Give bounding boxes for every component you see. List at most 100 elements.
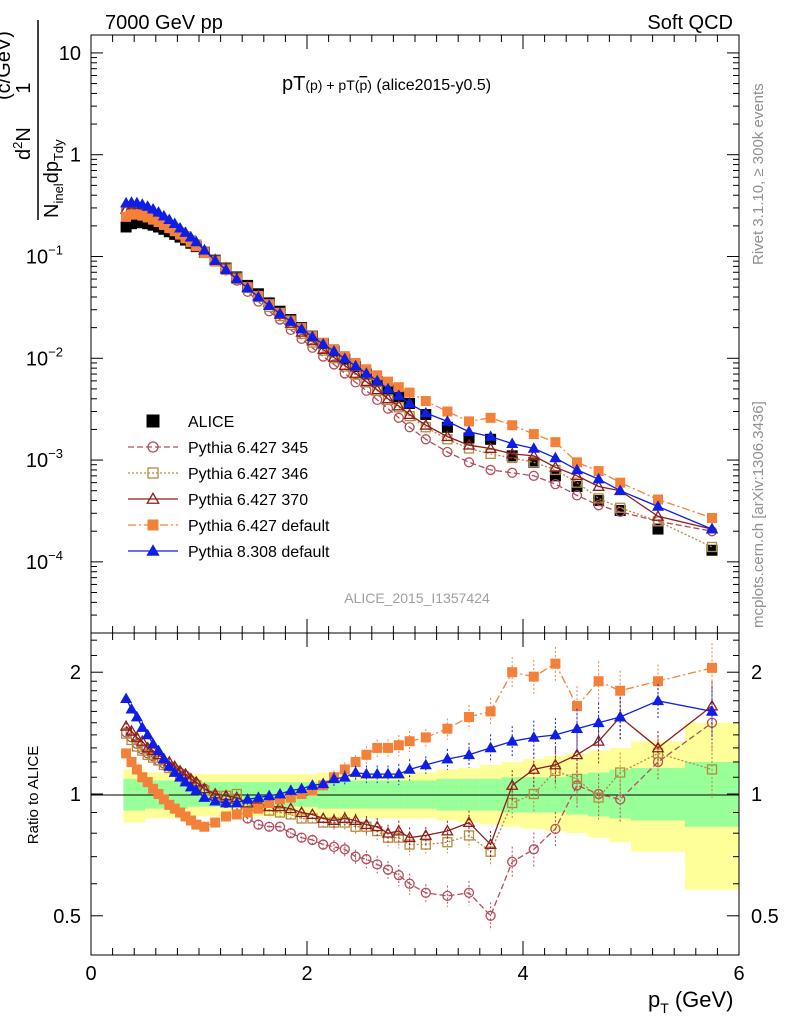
main-point-pythia-6-427-370	[360, 375, 373, 387]
legend-entry-pythia-6-427-346: Pythia 6.427 346	[128, 466, 308, 483]
main-point-pythia-8-308-default	[163, 213, 176, 225]
ratio-point-pythia-8-308-default	[141, 728, 154, 740]
ratio-point-pythia-8-308-default	[152, 744, 165, 755]
main-point-pythia-8-308-default	[273, 307, 287, 318]
ratio-point-pythia-6-427-370	[570, 748, 584, 760]
main-ytick-label: 10−3	[26, 446, 63, 472]
main-ytick-exp: −1	[48, 242, 63, 257]
ratio-point-pythia-8-308-default	[130, 710, 143, 722]
main-point-pythia-8-308-default	[284, 315, 297, 326]
title-close: )	[367, 77, 372, 93]
main-point-pythia-8-308-default	[651, 500, 665, 511]
ratio-point-pythia-6-427-345	[339, 844, 350, 855]
main-point-pythia-6-427-345	[382, 403, 394, 414]
x-tick-label: 2	[301, 963, 312, 985]
ratio-point-pythia-6-427-370	[370, 820, 384, 832]
main-point-pythia-8-308-default	[441, 415, 454, 426]
ratio-point-pythia-6-427-default	[361, 749, 372, 760]
ratio-point-pythia-6-427-default	[221, 811, 231, 822]
ratio-point-pythia-6-427-346	[706, 764, 718, 775]
main-ytick-label: 10−4	[26, 548, 63, 574]
ratio-point-pythia-6-427-345	[350, 851, 361, 862]
ratio-line-pythia-6-427-345	[125, 722, 713, 917]
main-point-pythia-8-308-default	[360, 367, 373, 378]
legend-marker	[146, 414, 160, 428]
main-point-pythia-6-427-345	[571, 490, 583, 501]
ratio-series-group	[119, 643, 719, 931]
main-ytick-base: 10	[26, 348, 48, 370]
ratio-ytick-label: 1	[70, 784, 81, 806]
main-ytick-exp: −2	[48, 344, 63, 359]
svg-text:d2N: d2N	[10, 127, 35, 160]
ratio-point-pythia-8-308-default	[441, 752, 454, 764]
main-point-pythia-6-427-346	[382, 394, 394, 406]
ratio-point-pythia-6-427-default	[485, 706, 496, 717]
main-point-pythia-6-427-370	[484, 441, 497, 453]
legend-marker	[146, 544, 160, 556]
main-point-pythia-6-427-346	[485, 448, 496, 460]
main-point-pythia-8-308-default	[484, 430, 497, 441]
ratio-point-pythia-8-308-default	[190, 784, 203, 795]
main-point-pythia-8-308-default	[371, 374, 384, 386]
ratio-line-pythia-6-427-default	[125, 662, 713, 828]
ratio-point-pythia-6-427-370	[527, 762, 541, 774]
main-point-pythia-8-308-default	[157, 209, 170, 221]
main-point-pythia-8-308-default	[549, 451, 562, 463]
ratio-point-pythia-6-427-370	[136, 734, 149, 746]
ratio-point-pythia-6-427-345	[285, 828, 296, 839]
ratio-point-pythia-6-427-345	[264, 821, 275, 832]
svg-text:NineldpTdy: NineldpTdy	[41, 139, 66, 218]
ratio-point-pythia-6-427-370	[360, 818, 373, 830]
ratio-point-pythia-6-427-370	[338, 811, 352, 823]
ratio-point-pythia-6-427-345	[507, 856, 518, 867]
ratio-point-pythia-8-308-default	[614, 710, 627, 722]
ratio-point-pythia-6-427-345	[393, 870, 404, 881]
main-point-pythia-8-308-default	[506, 437, 519, 448]
main-point-pythia-6-427-345	[328, 359, 340, 370]
ratio-point-pythia-6-427-345	[296, 832, 307, 843]
ratio-point-pythia-8-308-default	[179, 775, 192, 787]
ratio-point-pythia-6-427-default	[210, 817, 221, 828]
main-point-pythia-8-308-default	[592, 472, 605, 484]
legend-label: Pythia 8.308 default	[188, 544, 330, 561]
x-axis-label: pT (GeV)	[648, 987, 734, 1016]
main-point-pythia-8-308-default	[570, 463, 584, 475]
main-point-pythia-6-427-345	[393, 412, 404, 423]
main-point-pythia-6-427-345	[593, 500, 604, 511]
main-point-pythia-8-308-default	[184, 230, 197, 242]
ratio-point-pythia-8-308-default	[174, 771, 187, 782]
main-point-pythia-6-427-346	[393, 402, 404, 413]
main-point-pythia-6-427-370	[403, 408, 416, 420]
ratio-point-pythia-6-427-346	[593, 792, 604, 803]
main-point-pythia-6-427-370	[327, 350, 341, 362]
main-point-pythia-6-427-345	[420, 434, 431, 445]
ratio-point-pythia-6-427-370	[125, 724, 138, 736]
main-point-pythia-8-308-default	[198, 244, 211, 255]
ratio-point-pythia-8-308-default	[263, 789, 276, 801]
main-point-pythia-8-308-default	[614, 484, 627, 496]
ratio-point-pythia-8-308-default	[125, 703, 138, 714]
ratio-point-pythia-8-308-default	[419, 758, 432, 770]
main-point-pythia-6-427-345	[463, 457, 475, 468]
main-ytick-label: 10−2	[26, 344, 63, 370]
main-point-pythia-8-308-default	[147, 202, 160, 214]
ratio-point-pythia-6-427-default	[528, 671, 539, 682]
main-ytick-base: 10	[26, 246, 48, 268]
ratio-point-pythia-6-427-345	[420, 887, 431, 898]
ratio-point-pythia-8-308-default	[241, 793, 254, 804]
mcplots-label: mcplots.cern.ch [arXiv:1306.3436]	[750, 401, 767, 628]
x-tick-labels: 0 2 4 6	[85, 963, 744, 985]
ratio-point-pythia-6-427-346	[285, 809, 296, 820]
ratio-point-pythia-6-427-345	[615, 794, 626, 805]
ylabel-N-bottom: N	[41, 204, 63, 218]
ratio-point-pythia-6-427-default	[126, 756, 137, 767]
main-point-pythia-6-427-370	[370, 383, 384, 395]
main-point-pythia-6-427-370	[549, 460, 562, 472]
legend-entry-alice: ALICE	[146, 414, 234, 431]
ratio-point-pythia-6-427-346	[528, 788, 539, 800]
ratio-point-pythia-6-427-345	[307, 834, 318, 846]
main-point-pythia-6-427-default	[420, 396, 431, 407]
main-point-pythia-6-427-default	[507, 420, 518, 431]
ratio-point-pythia-6-427-345	[318, 839, 329, 850]
main-point-pythia-8-308-default	[317, 337, 330, 349]
